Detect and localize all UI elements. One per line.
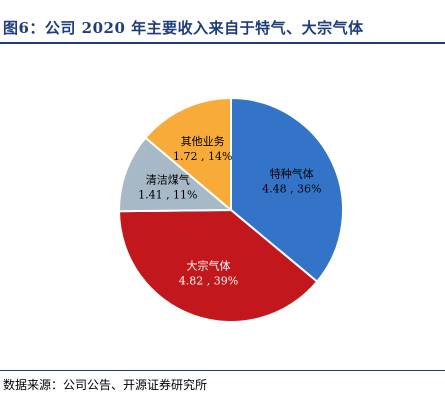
slice-label-4: 其他业务: [181, 135, 225, 148]
slice-value-label-4: 1.72 , 14%: [173, 150, 232, 163]
slice-value-label-1: 4.48 , 36%: [262, 183, 321, 196]
pie-slice-2: [117, 208, 319, 323]
slice-label-1: 特种气体: [270, 167, 314, 181]
slice-value-label-2: 4.82 , 39%: [179, 274, 238, 287]
slice-label-2: 大宗气体: [187, 258, 231, 272]
slice-label-3: 清洁煤气: [146, 172, 190, 186]
title-divider: [0, 42, 445, 44]
figure-header: 图6：公司 2020 年主要收入来自于特气、大宗气体: [0, 0, 445, 44]
pie-chart: 特种气体 4.48 , 36% 大宗气体 4.82 , 39% 清洁煤气 1.41 , 1…: [117, 96, 344, 323]
pie-slice-4: [144, 96, 232, 213]
figure-title: 图6：公司 2020 年主要收入来自于特气、大宗气体: [3, 19, 364, 37]
footer-divider: [0, 370, 445, 371]
pie-slice-3: [118, 136, 234, 213]
slice-value-label-3: 1.41 , 11%: [138, 188, 197, 201]
source-note: 数据来源：公司公告、开源证券研究所: [3, 378, 208, 392]
pie-slice-1: [230, 96, 344, 284]
